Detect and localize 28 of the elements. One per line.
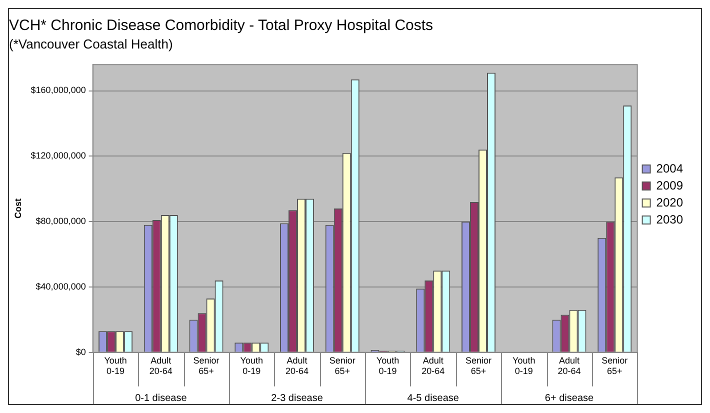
- x-tick-label: Youth 0-19: [240, 355, 264, 376]
- legend-label: 2009: [656, 178, 684, 192]
- text: 0-1 disease: [135, 393, 188, 404]
- x-tick-label: Senior 65+: [193, 355, 220, 376]
- text: 2-3 disease: [271, 393, 324, 404]
- x-tick-label: Senior 65+: [602, 355, 628, 376]
- x-tick-label: Youth 0-19: [376, 355, 400, 376]
- legend-label: 2020: [656, 195, 684, 210]
- x-tick-label: Senior 65+: [466, 355, 492, 376]
- legend-label: 2030: [656, 212, 684, 226]
- text: 4-5 disease: [407, 393, 460, 404]
- y-axis-title: Cost: [12, 198, 23, 218]
- chart-subtitle: (*Vancouver Coastal Health): [9, 36, 173, 52]
- chart-title: VCH* Chronic Disease Comorbidity - Total Proxy Hospital Costs: [9, 17, 434, 34]
- y-tick-label: $160,000,000: [30, 85, 86, 96]
- y-tick-label: $120,000,000: [30, 150, 86, 161]
- x-tick-label: Senior 65+: [329, 355, 356, 376]
- y-tick-label: $40,000,000: [36, 281, 86, 292]
- x-tick-label: Adult 20-64: [149, 355, 172, 376]
- legend-label: 2004: [656, 161, 684, 176]
- y-tick-label: $80,000,000: [36, 216, 86, 226]
- y-tick-label: $0: [76, 346, 86, 357]
- text: 6+ disease: [544, 393, 594, 404]
- x-tick-label: Adult 20-64: [422, 355, 445, 376]
- x-tick-label: Adult 20-64: [558, 355, 581, 376]
- x-tick-label: Youth 0-19: [512, 355, 536, 376]
- x-tick-label: Adult 20-64: [286, 355, 309, 376]
- x-tick-label: Youth 0-19: [104, 355, 127, 376]
